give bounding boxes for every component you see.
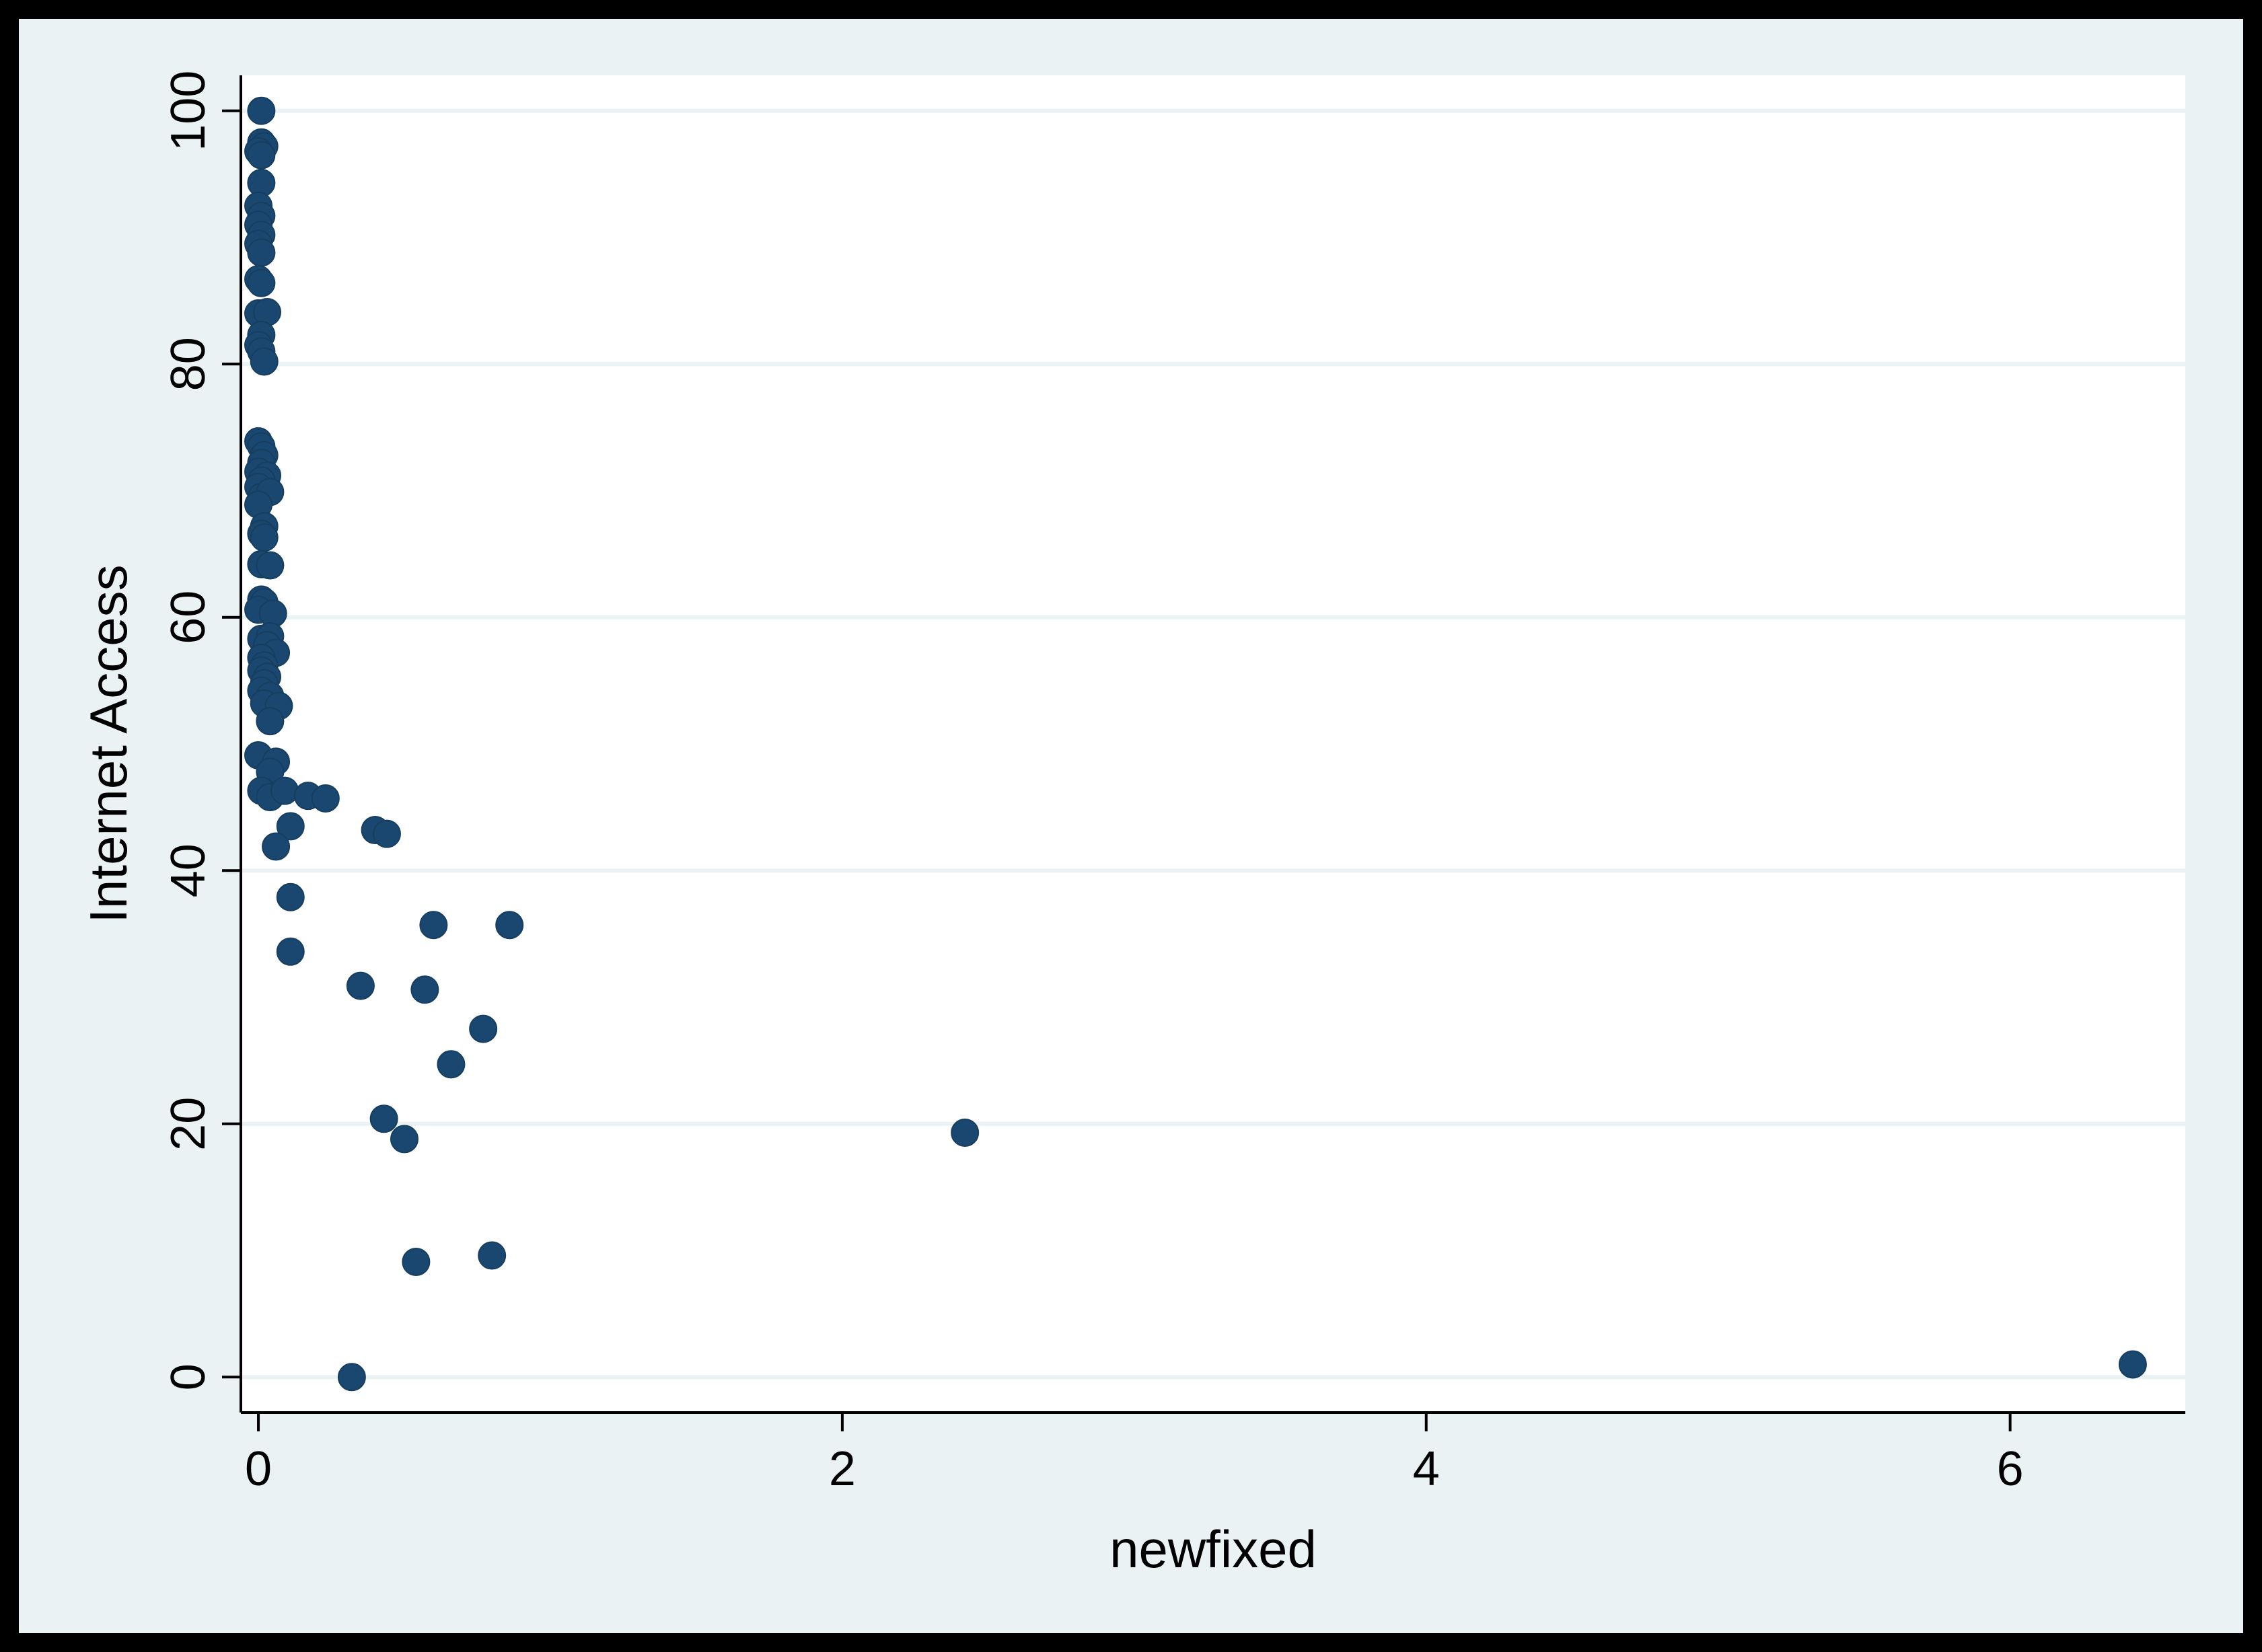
y-tick-label-2: 40 [161,843,215,897]
data-point-68 [495,911,524,940]
data-point-11 [247,238,276,267]
data-point-77 [402,1247,431,1276]
data-point-62 [276,812,305,841]
y-tick-label-3: 60 [161,591,215,644]
x-tick-label-2: 4 [1413,1442,1440,1496]
x-tick-label-1: 2 [829,1442,856,1496]
plot-area [241,75,2185,1413]
data-point-74 [369,1104,398,1133]
data-point-75 [390,1125,419,1154]
data-point-67 [419,911,448,940]
x-tick-label-0: 0 [245,1442,272,1496]
data-point-71 [410,975,439,1004]
data-point-72 [469,1014,498,1043]
data-point-66 [276,883,305,911]
data-point-76 [951,1118,980,1147]
data-point-65 [372,819,401,848]
y-tick-label-0: 0 [161,1363,215,1390]
data-point-59 [270,776,299,805]
x-axis-ticks: 0 2 4 6 [245,1413,2024,1496]
scatter-plot: 0 2 4 6 0 20 40 60 80 100 newfixed Internet Acce… [79,71,2185,1579]
data-point-19 [250,347,279,376]
data-point-33 [250,523,279,552]
x-axis-title: newfixed [1109,1519,1317,1579]
chart-figure: 0 2 4 6 0 20 40 60 80 100 newfixed Internet Acce… [19,19,2243,1633]
data-point-80 [2118,1350,2147,1379]
data-point-73 [437,1050,466,1079]
y-tick-label-4: 80 [161,337,215,391]
gridlines [241,108,2185,1380]
data-point-61 [311,784,340,813]
data-points [244,96,2147,1392]
data-point-63 [262,832,291,861]
y-axis-title: Internet Access [79,564,138,923]
y-tick-label-5: 100 [161,71,215,151]
data-point-53 [256,707,285,736]
data-point-70 [346,971,375,1000]
data-point-0 [247,96,276,125]
data-point-13 [247,268,276,297]
y-axis-ticks: 0 20 40 60 80 100 [161,71,241,1390]
data-point-35 [256,551,285,580]
data-point-4 [247,141,276,170]
data-point-78 [478,1241,507,1270]
data-point-79 [337,1363,366,1392]
data-point-69 [276,937,305,966]
x-tick-label-3: 6 [1997,1442,2024,1496]
y-tick-label-1: 20 [161,1097,215,1151]
